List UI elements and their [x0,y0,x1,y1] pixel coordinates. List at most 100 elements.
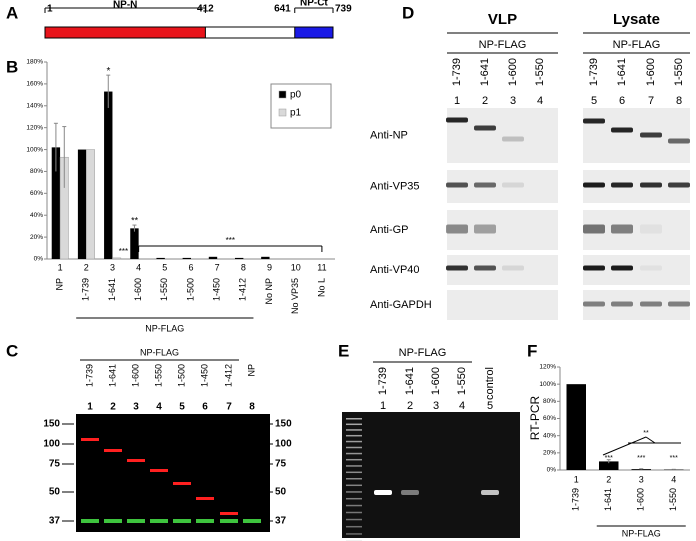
band [196,497,214,500]
ladder-band [346,446,362,449]
lane-label: 1-739 [588,58,600,86]
blot-band [474,224,496,234]
lane-label: 1-600 [130,364,140,387]
blot-band [446,182,468,188]
bar [566,384,586,470]
gel-band [401,490,419,495]
lane-label: 1-550 [153,364,163,387]
row-label: Anti-GP [370,224,409,236]
blot-band [611,301,633,307]
ladder-band [346,440,362,443]
position: 739 [335,4,352,15]
lane-number: 4 [459,400,465,412]
domain [44,26,206,39]
marker-label: 37 [49,516,61,527]
lane-label: 1-600 [645,58,657,86]
y-tick-label: 80% [30,168,43,175]
ladder-band [346,484,362,487]
blot [447,210,558,250]
lane-number: 2 [110,402,116,413]
blot-band [474,125,496,131]
marker-label: 50 [275,487,287,498]
blot-band [446,265,468,271]
lane-label: 1-739 [451,58,463,86]
row-label: Anti-NP [370,129,408,141]
bar [182,257,191,259]
lane-label: 1-600 [430,367,442,395]
band [220,519,238,523]
category-name: No L [316,278,326,297]
y-tick-label: 60% [30,190,43,197]
bracket [645,436,656,444]
lane-label: 1-600 [507,58,519,86]
lane-label: 1-550 [673,58,685,86]
group-label: NP-FLAG [479,39,527,51]
lane-number: 8 [676,95,682,107]
y-tick-label: 100% [26,146,43,153]
y-tick-label: 0% [547,467,557,474]
category-name: 1-600 [636,488,646,511]
lane-number: 4 [537,95,543,107]
category-name: 1-550 [668,488,678,511]
ladder-band [346,504,362,507]
gel [76,414,270,532]
y-axis-label: RT-PCR [528,395,542,440]
ladder-band [346,452,362,455]
category-name: 1-739 [81,278,91,301]
group-label: NP-FLAG [622,528,661,538]
y-tick-label: 160% [26,81,43,88]
band [150,519,168,523]
blot [583,108,690,163]
lane-label: 1-550 [456,367,468,395]
blot-band [668,301,690,307]
lane-number: 5 [487,400,493,412]
lane-number: 3 [133,402,139,413]
category-number: 4 [671,474,676,484]
category-number: 7 [215,262,220,272]
domain-name: NP-N [113,0,137,11]
category-number: 1 [574,474,579,484]
blot-band [446,224,468,234]
y-tick-label: 80% [543,398,556,405]
blot-band [583,182,605,188]
category-name: 1-641 [603,488,613,511]
gel-band [481,490,499,495]
bar [86,149,95,260]
blot-band [502,136,524,142]
bar [156,257,165,259]
marker-label: 75 [49,459,61,470]
ladder-band [346,418,362,420]
category-number: 8 [241,262,246,272]
lane-number: 2 [482,95,488,107]
ladder-band [346,497,362,500]
annotation: ** [131,215,139,225]
annotation: *** [226,236,235,245]
legend-label: p1 [290,108,302,119]
lane-number: 6 [619,95,625,107]
panel-label: D [402,3,414,22]
domain [294,26,334,39]
group-label: NP-FLAG [145,323,184,333]
marker-label: 150 [43,419,60,430]
lane-number: 7 [226,402,232,413]
bar [130,228,139,259]
annotation: *** [605,455,613,462]
lane-label: 1-500 [176,364,186,387]
blot-band [502,182,524,188]
lane-number: 8 [249,402,255,413]
position: 1 [47,4,53,15]
ladder-band [346,478,362,480]
bar [599,461,619,470]
panel-label: C [6,341,18,360]
category-number: 9 [267,262,272,272]
category-name: No NP [264,278,274,305]
annotation: * [107,66,111,77]
blot-band [583,118,605,124]
band [196,519,214,523]
lane-number: 5 [591,95,597,107]
band [220,512,238,515]
ladder-band [346,511,362,514]
bar [77,149,87,259]
band [104,449,122,452]
ladder-band [346,533,362,535]
